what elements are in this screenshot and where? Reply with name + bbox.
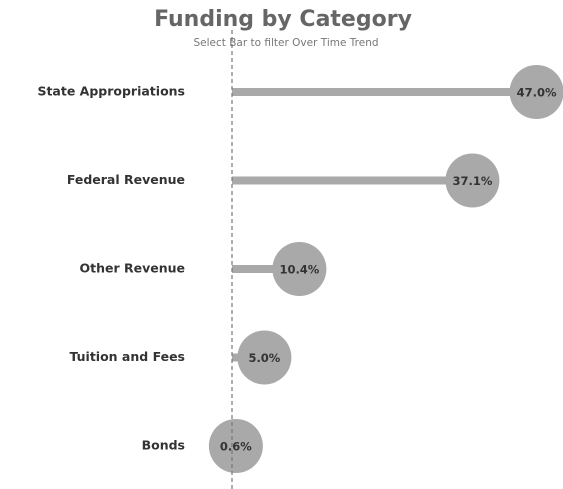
dot[interactable] — [208, 419, 263, 473]
bar[interactable] — [232, 88, 537, 96]
chart-title: Funding by Category — [154, 7, 412, 32]
category-label: Bonds — [142, 438, 185, 453]
value-label: 0.6% — [220, 440, 252, 454]
value-label: 5.0% — [248, 351, 280, 365]
category-label: Tuition and Fees — [70, 349, 186, 364]
value-label: 47.0% — [517, 86, 557, 100]
category-label: Other Revenue — [80, 261, 186, 276]
bar[interactable] — [232, 265, 300, 273]
bar[interactable] — [232, 176, 473, 185]
chart-subtitle: Select Bar to filter Over Time Trend — [193, 37, 378, 49]
category-label: State Appropriations — [37, 84, 185, 99]
dot[interactable] — [272, 242, 327, 296]
dot[interactable] — [445, 153, 500, 208]
dot[interactable] — [237, 330, 292, 385]
dot[interactable] — [509, 65, 563, 119]
value-label: 37.1% — [452, 174, 492, 188]
category-label: Federal Revenue — [67, 172, 185, 187]
value-label: 10.4% — [279, 263, 319, 277]
